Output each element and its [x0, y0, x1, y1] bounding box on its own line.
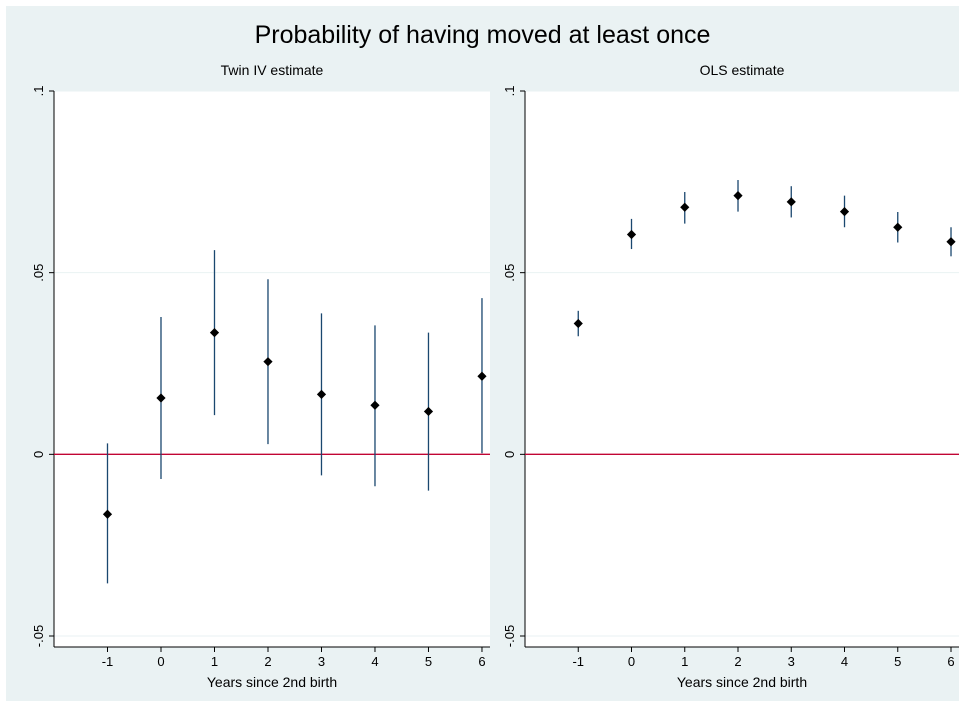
y-tick-label-ols: .05 — [502, 264, 517, 282]
x-tick-label-ols: 2 — [734, 654, 741, 669]
point-estimate-ols — [680, 202, 690, 212]
point-estimate-twin-iv — [423, 406, 434, 417]
point-estimate-twin-iv — [209, 328, 220, 338]
x-axis-title-twin-iv: Years since 2nd birth — [207, 674, 337, 690]
x-tick-label-ols: 0 — [628, 654, 635, 669]
plot-area-twin-iv — [54, 91, 490, 647]
x-tick-label-ols: -1 — [572, 654, 584, 669]
panel-ols: -.05 0 .05 .1 -1 0 1 2 3 4 5 6 OLS estimate Years sin… — [502, 62, 959, 690]
x-tick-label-ols: 6 — [947, 654, 954, 669]
y-tick-label-twin-iv: -.05 — [31, 625, 46, 647]
x-tick-label-twin-iv: 3 — [318, 654, 325, 669]
x-tick-label-twin-iv: 1 — [211, 654, 218, 669]
point-estimate-ols — [786, 197, 796, 207]
panel-title-ols: OLS estimate — [700, 62, 785, 78]
x-tick-label-ols: 3 — [788, 654, 795, 669]
x-axis-title-ols: Years since 2nd birth — [677, 674, 807, 690]
point-estimate-ols — [733, 191, 743, 201]
point-estimate-twin-iv — [102, 509, 113, 519]
point-estimate-ols — [893, 222, 903, 232]
y-tick-label-twin-iv: .1 — [31, 86, 46, 97]
x-tick-label-ols: 1 — [681, 654, 688, 669]
x-tick-label-ols: 4 — [841, 654, 848, 669]
point-estimate-ols — [946, 237, 956, 247]
point-estimate-ols — [573, 318, 583, 329]
point-estimate-twin-iv — [263, 357, 273, 367]
x-tick-label-twin-iv: 4 — [371, 654, 378, 669]
x-tick-label-twin-iv: 2 — [264, 654, 271, 669]
x-tick-label-ols: 5 — [894, 654, 901, 669]
point-estimate-twin-iv — [370, 400, 380, 410]
x-tick-label-twin-iv: -1 — [102, 654, 114, 669]
y-tick-label-twin-iv: 0 — [31, 451, 46, 458]
y-tick-label-ols: 0 — [502, 451, 517, 458]
y-tick-label-twin-iv: .05 — [31, 264, 46, 282]
x-tick-label-twin-iv: 0 — [157, 654, 164, 669]
y-tick-label-ols: .1 — [502, 86, 517, 97]
panel-twin-iv: -.05 0 .05 .1 -1 0 1 2 3 4 5 6 Twin IV estimate Years… — [31, 62, 490, 690]
point-estimate-twin-iv — [156, 393, 166, 403]
point-estimate-twin-iv — [477, 371, 487, 381]
x-tick-label-twin-iv: 5 — [425, 654, 432, 669]
plot-area-ols — [525, 91, 959, 647]
point-estimate-ols — [839, 207, 850, 217]
point-estimate-twin-iv — [316, 389, 327, 399]
y-tick-label-ols: -.05 — [502, 625, 517, 647]
chart-title: Probability of having moved at least onc… — [254, 21, 711, 49]
point-estimate-ols — [626, 229, 637, 240]
x-tick-label-twin-iv: 6 — [478, 654, 485, 669]
panel-title-twin-iv: Twin IV estimate — [221, 62, 324, 78]
